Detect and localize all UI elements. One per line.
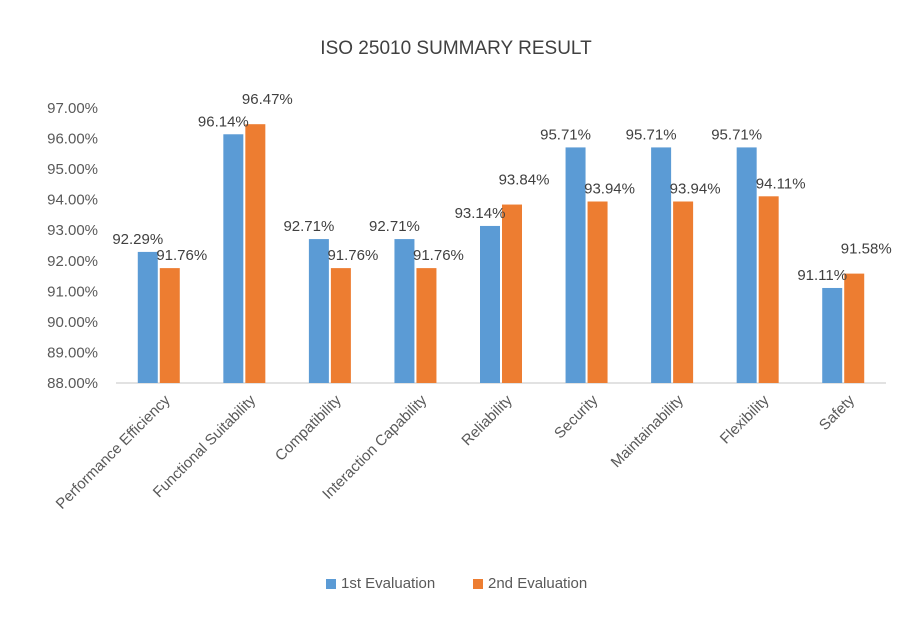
data-label: 92.71% [283, 218, 334, 235]
data-label: 93.94% [670, 181, 721, 198]
y-tick-label: 91.00% [47, 283, 98, 300]
bar-first-evaluation [822, 287, 843, 383]
bar-second-evaluation [587, 201, 608, 383]
y-tick-label: 89.00% [47, 344, 98, 361]
y-tick-label: 97.00% [47, 100, 98, 117]
data-label: 95.71% [540, 126, 591, 143]
data-label: 91.76% [327, 247, 378, 264]
x-tick-label: Compatibility [272, 391, 345, 464]
y-tick-label: 93.00% [47, 222, 98, 239]
data-label: 91.58% [841, 241, 892, 258]
legend-label: 2nd Evaluation [488, 575, 587, 592]
data-label: 92.71% [369, 218, 420, 235]
bar-first-evaluation [480, 225, 500, 383]
x-tick-label: Security [551, 391, 602, 442]
data-label: 91.76% [413, 247, 464, 264]
bar-second-evaluation [159, 268, 180, 383]
data-labels-group: 92.29%91.76%96.14%96.47%92.71%91.76%92.7… [112, 91, 891, 284]
bar-second-evaluation [844, 273, 865, 383]
legend: 1st Evaluation 2nd Evaluation [326, 575, 587, 592]
x-tick-label: Safety [816, 391, 858, 433]
bar-first-evaluation [565, 147, 586, 383]
bar-second-evaluation [416, 268, 437, 383]
bar-first-evaluation [394, 239, 415, 383]
bar-second-evaluation [330, 268, 351, 383]
y-tick-label: 90.00% [47, 314, 98, 331]
data-label: 96.14% [198, 113, 249, 130]
x-tick-label: Maintainability [608, 391, 688, 471]
y-tick-label: 95.00% [47, 161, 98, 178]
x-tick-label: Reliability [458, 391, 516, 449]
x-tick-label: Flexibility [717, 391, 773, 447]
bar-first-evaluation [651, 147, 672, 383]
bars-group [137, 124, 865, 383]
bar-first-evaluation [137, 251, 158, 383]
bar-first-evaluation [308, 239, 329, 383]
y-tick-label: 92.00% [47, 253, 98, 270]
data-label: 93.94% [584, 181, 635, 198]
y-axis-ticks: 88.00% 89.00% 90.00% 91.00% 92.00% 93.00% 94.0… [47, 100, 98, 392]
data-label: 93.84% [499, 172, 550, 189]
y-tick-label: 94.00% [47, 192, 98, 209]
data-label: 92.29% [112, 231, 163, 248]
legend-swatch-first-evaluation [326, 579, 336, 589]
data-label: 91.11% [797, 267, 847, 284]
bar-first-evaluation [223, 134, 244, 383]
data-label: 95.71% [626, 126, 677, 143]
bar-first-evaluation [736, 147, 757, 383]
data-label: 93.14% [455, 205, 506, 222]
bar-second-evaluation [502, 204, 522, 383]
data-label: 96.47% [242, 91, 293, 108]
data-label: 95.71% [711, 126, 762, 143]
legend-label: 1st Evaluation [341, 575, 435, 592]
y-tick-label: 88.00% [47, 375, 98, 392]
chart-title: ISO 25010 SUMMARY RESULT [320, 38, 592, 59]
bar-second-evaluation [245, 124, 266, 383]
y-tick-label: 96.00% [47, 131, 98, 148]
data-label: 91.76% [156, 247, 207, 264]
legend-swatch-second-evaluation [473, 579, 483, 589]
bar-second-evaluation [673, 201, 694, 383]
bar-second-evaluation [758, 196, 779, 383]
data-label: 94.11% [756, 175, 806, 192]
